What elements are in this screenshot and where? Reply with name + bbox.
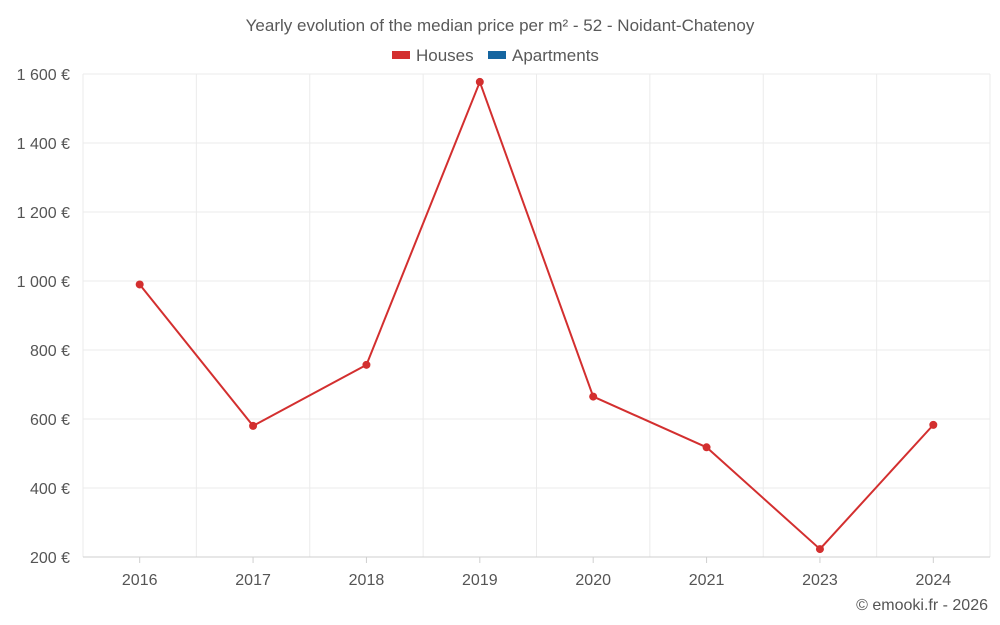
legend: Houses Apartments	[392, 46, 599, 65]
x-tick-label: 2017	[235, 572, 271, 589]
data-point-houses[interactable]	[589, 392, 598, 401]
legend-label-apartments[interactable]: Apartments	[512, 46, 599, 65]
y-tick-label: 1 200 €	[17, 205, 70, 222]
x-tick-label: 2021	[689, 572, 725, 589]
y-tick-label: 1 600 €	[17, 67, 70, 84]
legend-swatch-houses	[392, 51, 410, 59]
grid	[82, 73, 991, 557]
x-tick-label: 2024	[916, 572, 952, 589]
legend-label-houses[interactable]: Houses	[416, 46, 474, 65]
data-point-houses[interactable]	[249, 421, 258, 430]
data-point-houses[interactable]	[475, 77, 484, 86]
x-tick-label: 2019	[462, 572, 498, 589]
y-tick-label: 600 €	[30, 412, 70, 429]
legend-swatch-apartments	[488, 51, 506, 59]
data-point-houses[interactable]	[702, 443, 711, 452]
y-tick-label: 400 €	[30, 481, 70, 498]
series-line-houses	[138, 80, 935, 551]
x-tick-label: 2018	[349, 572, 385, 589]
data-point-houses[interactable]	[815, 545, 824, 554]
data-point-houses[interactable]	[135, 280, 144, 289]
y-tick-label: 1 000 €	[17, 274, 70, 291]
x-tick-label: 2020	[575, 572, 611, 589]
x-tick-label: 2016	[122, 572, 158, 589]
chart-title: Yearly evolution of the median price per…	[246, 16, 755, 35]
axes: 200 € 400 € 600 € 800 € 1 000 € 1 200 € 1 400 …	[17, 67, 990, 589]
y-tick-label: 800 €	[30, 343, 70, 360]
y-tick-label: 1 400 €	[17, 136, 70, 153]
data-point-houses[interactable]	[362, 360, 371, 369]
series-houses	[135, 77, 938, 554]
y-tick-label: 200 €	[30, 550, 70, 567]
credit-text: © emooki.fr - 2026	[856, 597, 988, 614]
x-tick-label: 2023	[802, 572, 838, 589]
data-point-houses[interactable]	[929, 420, 938, 429]
